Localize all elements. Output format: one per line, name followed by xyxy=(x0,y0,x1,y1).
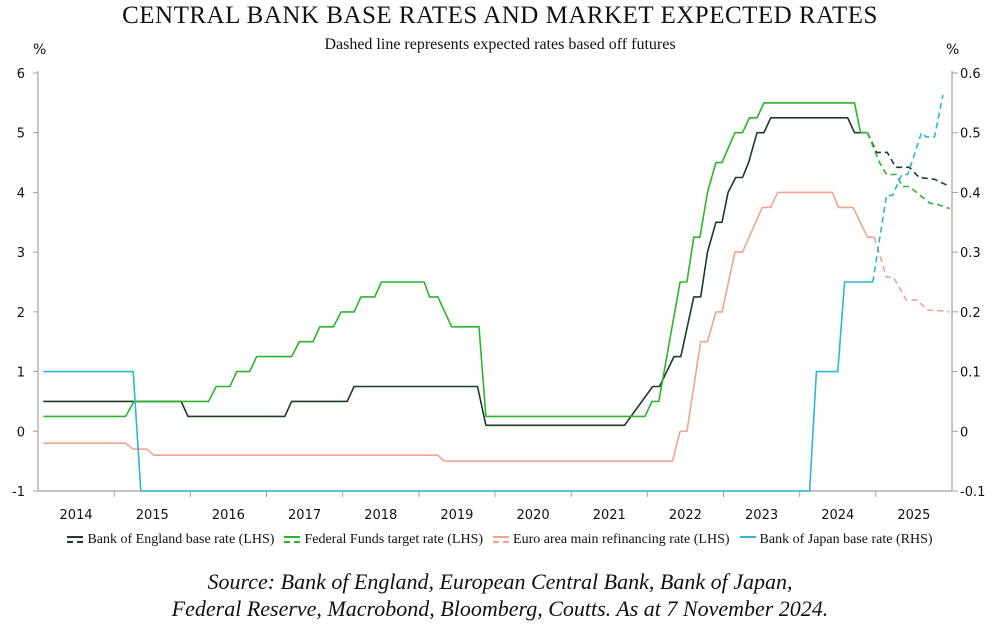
y-tick-label-right: 0 xyxy=(960,425,968,440)
series-line-actual-1 xyxy=(43,102,868,418)
x-tick-label: 2015 xyxy=(136,508,169,523)
source-line: Source: Bank of England, European Centra… xyxy=(207,569,793,594)
legend-item-boe: Bank of England base rate (LHS) xyxy=(67,532,274,548)
y-tick-label-right: 0.5 xyxy=(960,127,981,142)
legend-item-boj: Bank of Japan base rate (RHS) xyxy=(739,532,933,548)
x-tick-label: 2025 xyxy=(897,508,930,523)
x-tick-label: 2018 xyxy=(364,508,397,523)
y-tick-label-left: 0 xyxy=(17,425,25,440)
x-tick-label: 2022 xyxy=(669,508,702,523)
y-tick-label-left: -1 xyxy=(12,485,25,500)
x-tick-label: 2016 xyxy=(212,508,245,523)
y-tick-label-left: 2 xyxy=(17,306,25,321)
series-line-actual-2 xyxy=(43,191,875,462)
legend-label: Bank of England base rate (LHS) xyxy=(87,532,275,547)
legend-item-fed: Federal Funds target rate (LHS) xyxy=(284,532,483,548)
x-tick-label: 2021 xyxy=(593,508,626,523)
y-tick-label-right: 0.1 xyxy=(960,366,981,381)
chart-title: CENTRAL BANK BASE RATES AND MARKET EXPEC… xyxy=(122,2,878,29)
legend-item-ecb: Euro area main refinancing rate (LHS) xyxy=(493,532,730,548)
source-note: Source: Bank of England, European Centra… xyxy=(0,568,1000,622)
y-tick-label-left: 5 xyxy=(17,127,25,142)
y-tick-label-left: 1 xyxy=(17,366,25,381)
x-tick-label: 2017 xyxy=(288,508,321,523)
source-line: Federal Reserve, Macrobond, Bloomberg, C… xyxy=(171,596,829,621)
y-tick-label-left: 4 xyxy=(17,186,25,201)
y-tick-label-right: 0.4 xyxy=(960,186,981,201)
y-tick-label-right: 0.3 xyxy=(960,246,981,261)
x-tick-label: 2020 xyxy=(517,508,550,523)
series-line-actual-0 xyxy=(43,117,868,427)
series-line-expected-1 xyxy=(866,132,950,210)
chart-plot: 6 5 4 3 2 1 0 -1 0.6 0.5 0.4 0.3 0.2 0.1 0 -0.1 2014 2015… xyxy=(12,67,985,523)
legend-swatch xyxy=(67,536,84,544)
legend-swatch xyxy=(493,536,510,544)
x-tick-label: 2024 xyxy=(821,508,854,523)
x-tick-label: 2023 xyxy=(745,508,778,523)
series-line-actual-3 xyxy=(43,281,873,492)
x-tick-label: 2014 xyxy=(60,508,93,523)
y-tick-label-right: 0.6 xyxy=(960,67,981,82)
y-tick-label-right: -0.1 xyxy=(960,485,985,500)
legend-label: Bank of Japan base rate (RHS) xyxy=(759,532,933,547)
series-line-expected-2 xyxy=(873,236,950,313)
chart-subtitle: Dashed line represents expected rates ba… xyxy=(324,36,676,53)
y-tick-label-left: 6 xyxy=(17,67,25,82)
y-tick-label-left: 3 xyxy=(17,246,25,261)
left-axis-unit: % xyxy=(33,42,47,58)
series-line-expected-0 xyxy=(866,132,951,188)
legend-swatch xyxy=(284,536,301,544)
y-tick-label-right: 0.2 xyxy=(960,306,981,321)
legend: Bank of England base rate (LHS) Federal … xyxy=(0,532,1000,548)
series-line-expected-3 xyxy=(872,94,944,283)
right-axis-unit: % xyxy=(946,42,960,58)
x-tick-label: 2019 xyxy=(440,508,473,523)
legend-label: Euro area main refinancing rate (LHS) xyxy=(513,532,730,547)
legend-swatch xyxy=(739,536,756,544)
legend-label: Federal Funds target rate (LHS) xyxy=(304,532,484,547)
